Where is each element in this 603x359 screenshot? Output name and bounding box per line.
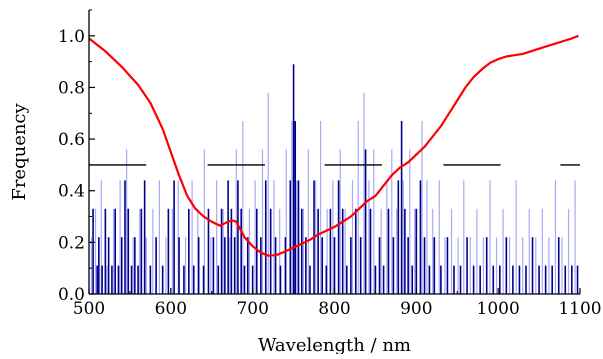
x-tick-label: 800 [318, 299, 350, 319]
x-tick-label: 1000 [477, 299, 520, 319]
x-tick-label: 1100 [558, 299, 601, 319]
y-tick-label: 0.4 [58, 182, 85, 202]
x-axis-label: Wavelength / nm [258, 335, 411, 354]
y-axis-ticks: 0.0 0.2 0.4 0.6 0.8 1.0 [58, 9, 95, 305]
x-tick-label: 600 [155, 299, 187, 319]
x-axis-ticks: 500 600 700 800 900 1000 1100 [73, 288, 602, 319]
x-tick-label: 500 [73, 299, 105, 319]
x-tick-label: 700 [236, 299, 268, 319]
red-curve-line [88, 34, 579, 257]
curve-series [88, 34, 579, 257]
y-tick-label: 0.2 [58, 233, 85, 253]
y-tick-label: 0.6 [58, 130, 85, 150]
light-bar-series [90, 92, 576, 294]
y-tick-label: 0.0 [58, 285, 85, 305]
y-tick-label: 0.8 [58, 78, 85, 98]
x-tick-label: 900 [400, 299, 432, 319]
y-axis-label: Frequency [9, 102, 30, 200]
y-tick-label: 1.0 [58, 27, 85, 47]
